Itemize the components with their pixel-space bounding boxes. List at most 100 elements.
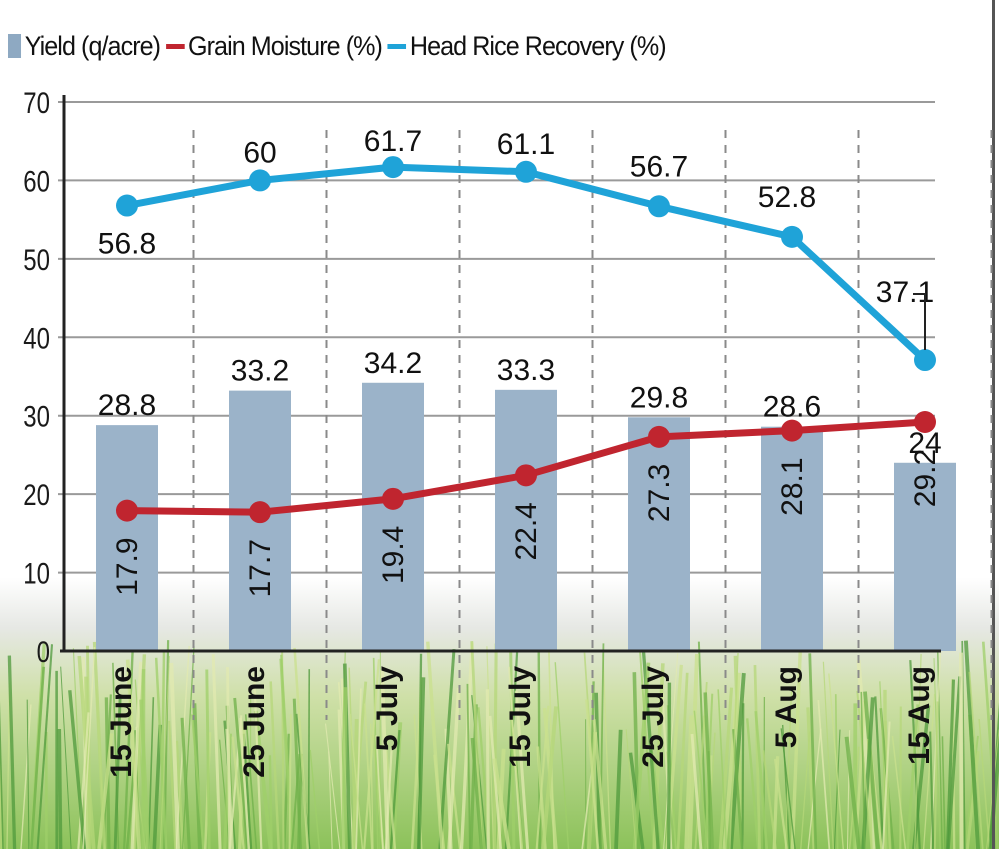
grass-blade — [856, 690, 873, 849]
bar-yield — [894, 462, 956, 651]
grass-blade — [60, 666, 72, 849]
grass-blade — [599, 643, 605, 849]
grass-blade — [667, 682, 672, 849]
head-rice-recovery-point — [249, 169, 271, 192]
grass-blade — [945, 679, 956, 849]
grass-blade — [125, 659, 142, 849]
grass-blade — [292, 698, 302, 849]
grass-blade — [703, 692, 715, 849]
grass-blade — [180, 717, 191, 849]
bar-value-label: 28.8 — [98, 389, 156, 422]
grass-blade — [30, 666, 46, 849]
grass-blade — [307, 669, 311, 849]
y-tick-label: 40 — [23, 321, 50, 355]
x-tick-label: 15 July — [504, 666, 537, 768]
x-tick-label: 5 Aug — [770, 666, 803, 748]
grass-blade — [753, 665, 761, 849]
head-rice-recovery-point — [648, 195, 670, 218]
grass-blade — [0, 730, 4, 849]
grass-blade — [7, 655, 17, 849]
grass-blade — [638, 640, 655, 849]
grain-moisture-point — [249, 501, 271, 524]
grain-moisture-point — [116, 499, 138, 522]
grass-blade — [282, 733, 291, 849]
grass-blade — [459, 642, 474, 849]
head-rice-recovery-value-label: 61.1 — [497, 128, 555, 161]
grass-blade — [20, 704, 32, 849]
chart-legend: Yield (q/acre) Grain Moisture (%) Head R… — [8, 26, 671, 66]
grain-moisture-value-label: 29.2 — [909, 449, 942, 507]
grain-moisture-point — [914, 410, 936, 433]
head-rice-recovery-point — [116, 194, 138, 217]
grass-blade — [341, 687, 348, 849]
grass-blade — [389, 729, 401, 849]
grass-blade — [154, 657, 168, 849]
grass-blade — [587, 731, 598, 849]
grass-blade — [363, 703, 373, 849]
grass-blade — [929, 731, 935, 849]
bar-value-label: 34.2 — [364, 347, 422, 380]
y-tick-label: 20 — [23, 478, 50, 512]
bar-yield — [495, 389, 557, 651]
legend-label-head-rice-recovery: Head Rice Recovery (%) — [409, 30, 667, 61]
y-tick-label: 10 — [23, 556, 50, 590]
grain-moisture-value-label: 28.1 — [776, 457, 809, 515]
grass-blade — [355, 688, 362, 849]
y-tick-label: 0 — [37, 634, 50, 668]
grass-blade — [92, 641, 107, 849]
grass-blade — [486, 646, 495, 849]
grass-blade — [113, 698, 122, 849]
grain-moisture-point — [648, 425, 670, 448]
grass-blade — [863, 691, 880, 849]
grass-blade — [729, 652, 739, 849]
grass-blade — [833, 729, 841, 849]
legend-item-yield: Yield (q/acre) — [8, 30, 161, 62]
grass-blade — [211, 654, 222, 849]
grass-blade — [784, 691, 793, 849]
y-tick-label: 30 — [23, 399, 50, 433]
grass-blade — [288, 714, 292, 849]
grass-blade — [808, 653, 818, 849]
grass-blade — [293, 647, 310, 849]
grass-blade — [379, 650, 381, 849]
grass-blade — [139, 699, 150, 849]
grass-blade — [914, 654, 922, 849]
grass-blade — [762, 750, 777, 849]
grass-blade — [535, 705, 550, 849]
grass-blade — [846, 730, 851, 849]
legend-swatch-grain-moisture — [165, 43, 185, 49]
grass-blade — [602, 654, 612, 849]
grass-blade — [684, 715, 694, 849]
grass-blade — [741, 703, 745, 849]
grain-moisture-value-label: 17.7 — [244, 539, 277, 597]
grass-blade — [965, 751, 980, 849]
head-rice-recovery-value-label: 60 — [243, 136, 276, 169]
x-tick-label: 25 June — [238, 666, 271, 778]
grass-blade — [906, 704, 920, 849]
grass-blade — [372, 657, 379, 849]
grass-blade — [884, 720, 892, 849]
grass-blade — [159, 656, 171, 849]
grass-blade — [239, 717, 251, 849]
legend-label-yield: Yield (q/acre) — [24, 30, 161, 61]
grass-blade — [585, 699, 600, 849]
bar-value-label: 29.8 — [630, 381, 688, 414]
legend-item-head-rice-recovery: Head Rice Recovery (%) — [387, 30, 667, 62]
grain-moisture-value-label: 27.3 — [643, 464, 676, 522]
grass-blade — [68, 690, 87, 849]
grass-blade — [492, 758, 511, 849]
grass-blade — [485, 689, 490, 849]
grass-blade — [169, 662, 180, 849]
grass-blade — [130, 661, 143, 849]
grass-blade — [754, 711, 769, 849]
head-rice-recovery-value-label: 61.7 — [364, 125, 422, 158]
grass-blade — [718, 687, 734, 849]
grass-blade — [342, 663, 352, 849]
grass-blade — [363, 659, 380, 849]
grass-blade — [844, 736, 861, 849]
grass-blade — [592, 719, 608, 849]
grass-blade — [822, 661, 834, 849]
grass-blade — [879, 681, 889, 849]
grass-blade — [466, 683, 471, 849]
grass-blade — [416, 677, 426, 849]
